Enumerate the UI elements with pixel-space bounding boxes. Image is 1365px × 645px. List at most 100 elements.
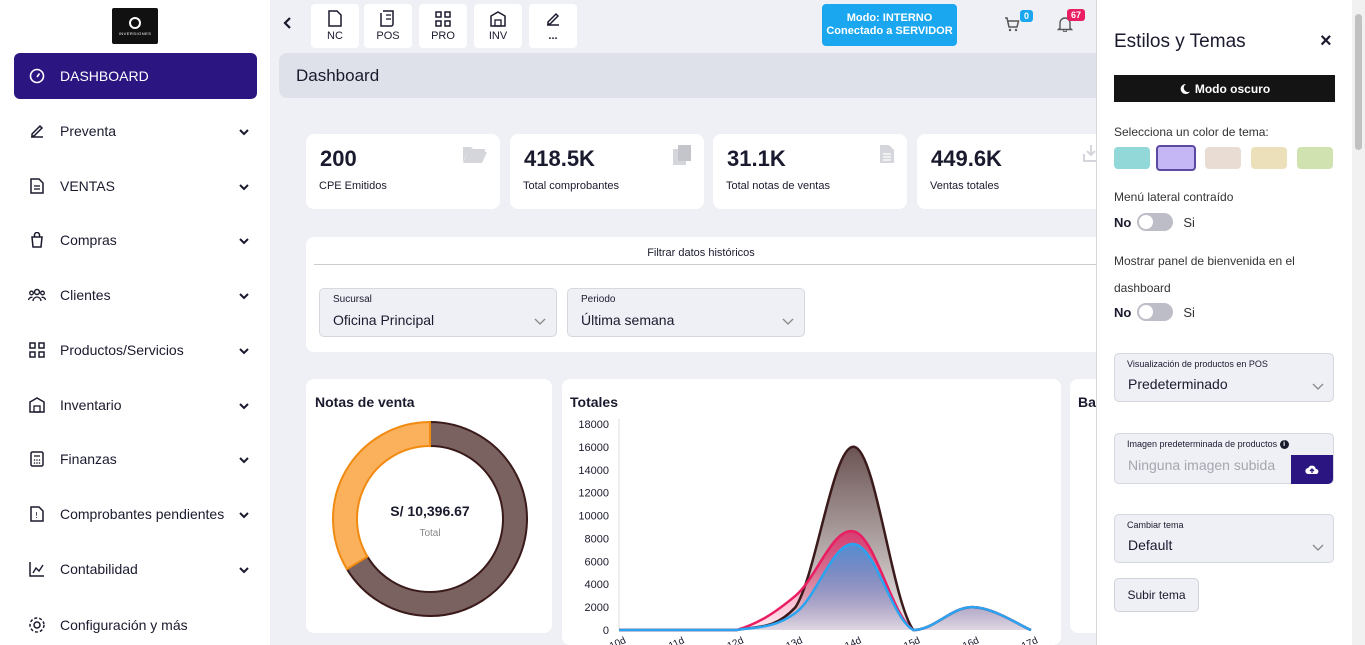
grid-icon (435, 10, 451, 27)
select-value: Última semana (581, 312, 675, 328)
pos-view-select[interactable]: Visualización de productos en POS Predet… (1114, 353, 1334, 402)
company-logo[interactable]: INVERSIONES (112, 8, 158, 44)
welcome-label-line2: dashboard (1114, 281, 1171, 295)
x-tick-label: 13d (785, 635, 805, 645)
change-theme-select[interactable]: Cambiar tema Default (1114, 514, 1334, 563)
select-label: Visualización de productos en POS (1127, 359, 1268, 369)
donut-slice[interactable] (332, 420, 431, 571)
sidebar-item-ventas[interactable]: VENTAS (14, 163, 257, 209)
select-label: Periodo (581, 294, 616, 305)
sidebar-item-inventario[interactable]: Inventario (14, 382, 257, 428)
sidebar-item-productos[interactable]: Productos/Servicios (14, 327, 257, 373)
sidebar-item-preventa[interactable]: Preventa (14, 108, 257, 154)
dark-mode-button[interactable]: Modo oscuro (1114, 75, 1335, 102)
quick-label: NC (327, 30, 343, 42)
sidebar-item-compras[interactable]: Compras (14, 217, 257, 263)
chevron-down-icon (1312, 539, 1324, 557)
quick-label: PRO (431, 29, 455, 42)
sidebar-item-label: Compras (60, 232, 117, 248)
color-swatch-green[interactable] (1297, 147, 1333, 169)
stat-value: 200 (320, 146, 357, 171)
chevron-down-icon (239, 178, 249, 194)
panel-title: Notas de venta (315, 394, 415, 410)
stat-value: 31.1K (727, 146, 786, 171)
logo-text: INVERSIONES (118, 30, 152, 36)
upload-theme-button[interactable]: Subir tema (1114, 578, 1199, 612)
collapse-sidebar-icon[interactable] (282, 16, 292, 35)
select-value: Predeterminado (1128, 376, 1228, 392)
welcome-panel-toggle[interactable] (1137, 303, 1174, 321)
cart-icon[interactable] (1004, 16, 1020, 37)
y-tick-label: 2000 (585, 602, 609, 614)
donut-slice[interactable] (345, 420, 528, 617)
quick-pro-button[interactable]: PRO (419, 4, 467, 48)
color-swatch-sand[interactable] (1251, 147, 1287, 169)
sidebar-item-dashboard[interactable]: DASHBOARD (14, 53, 257, 99)
scrollbar-thumb[interactable] (1355, 14, 1362, 150)
x-tick-label: 14d (843, 635, 863, 645)
close-icon[interactable]: × (1320, 30, 1332, 52)
panel-title: Totales (570, 394, 618, 410)
line-chart-icon (28, 560, 46, 578)
sidebar-item-label: Contabilidad (60, 561, 138, 577)
select-label: Imagen predeterminada de productos i (1127, 439, 1289, 450)
stat-value: 418.5K (524, 146, 595, 171)
quick-more-button[interactable]: ... (529, 4, 577, 48)
sidebar-item-configuracion[interactable]: Configuración y más (14, 602, 257, 645)
sucursal-select[interactable]: Sucursal Oficina Principal (319, 288, 557, 337)
sidebar-item-label: VENTAS (60, 178, 115, 194)
color-label: Selecciona un color de tema: (1114, 125, 1269, 139)
stat-card-ventas: 449.6K Ventas totales (917, 134, 1107, 209)
shopping-bag-icon (28, 231, 46, 249)
chevron-down-icon (782, 313, 794, 331)
toggle-no-label: No (1114, 214, 1132, 230)
y-tick-label: 16000 (578, 442, 609, 454)
upload-image-button[interactable] (1291, 455, 1333, 484)
page-scrollbar[interactable] (1352, 0, 1365, 645)
menu-contracted-toggle[interactable] (1137, 213, 1174, 231)
color-swatch-beige[interactable] (1205, 147, 1241, 169)
chevron-down-icon (239, 397, 249, 413)
quick-nc-button[interactable]: NC (311, 4, 359, 48)
quick-label: INV (488, 29, 508, 42)
color-swatch-lavender[interactable] (1156, 145, 1196, 171)
x-tick-label: 17d (1020, 635, 1040, 645)
warehouse-icon (490, 10, 506, 27)
sidebar: INVERSIONES DASHBOARD Preventa VENTAS Co… (0, 0, 270, 645)
y-tick-label: 10000 (578, 511, 609, 523)
stat-value: 449.6K (931, 146, 1002, 171)
grid-icon (28, 341, 46, 359)
page-title-bar: Dashboard (279, 53, 1109, 98)
sidebar-item-label: Preventa (60, 123, 117, 139)
x-tick-label: 16d (961, 635, 981, 645)
chevron-down-icon (239, 342, 249, 358)
chevron-down-icon (239, 561, 249, 577)
x-tick-label: 15d (902, 635, 922, 645)
calculator-icon (28, 450, 46, 468)
welcome-label-line1: Mostrar panel de bienvenida en el (1114, 254, 1295, 268)
pending-document-icon: ! (28, 505, 46, 523)
series-line[interactable] (619, 542, 1032, 632)
sidebar-item-finanzas[interactable]: Finanzas (14, 436, 257, 482)
y-tick-label: 14000 (578, 465, 609, 477)
sidebar-item-clientes[interactable]: Clientes (14, 272, 257, 318)
y-tick-label: 18000 (578, 419, 609, 431)
image-placeholder: Ninguna imagen subida (1128, 457, 1276, 473)
quick-pos-button[interactable]: POS (364, 4, 412, 48)
periodo-select[interactable]: Periodo Última semana (567, 288, 805, 337)
mode-line2: Conectado a SERVIDOR (826, 25, 953, 37)
x-tick-label: 10d (608, 635, 628, 645)
quick-inv-button[interactable]: INV (474, 4, 522, 48)
connection-mode-badge[interactable]: Modo: INTERNO Conectado a SERVIDOR (822, 4, 957, 46)
color-swatch-teal[interactable] (1114, 147, 1150, 169)
copy-icon (672, 144, 692, 171)
stat-label: Total notas de ventas (726, 180, 830, 192)
toggle-si-label: Si (1183, 214, 1195, 230)
sidebar-item-contabilidad[interactable]: Contabilidad (14, 546, 257, 592)
panel-title: Ba (1078, 394, 1096, 410)
notas-donut-chart: S/ 10,396.67 Total (332, 420, 528, 617)
sidebar-item-label: Inventario (60, 397, 122, 413)
sidebar-item-comprobantes-pendientes[interactable]: ! Comprobantes pendientes (14, 491, 257, 537)
series-area (619, 544, 1031, 630)
y-tick-label: 12000 (578, 488, 609, 500)
